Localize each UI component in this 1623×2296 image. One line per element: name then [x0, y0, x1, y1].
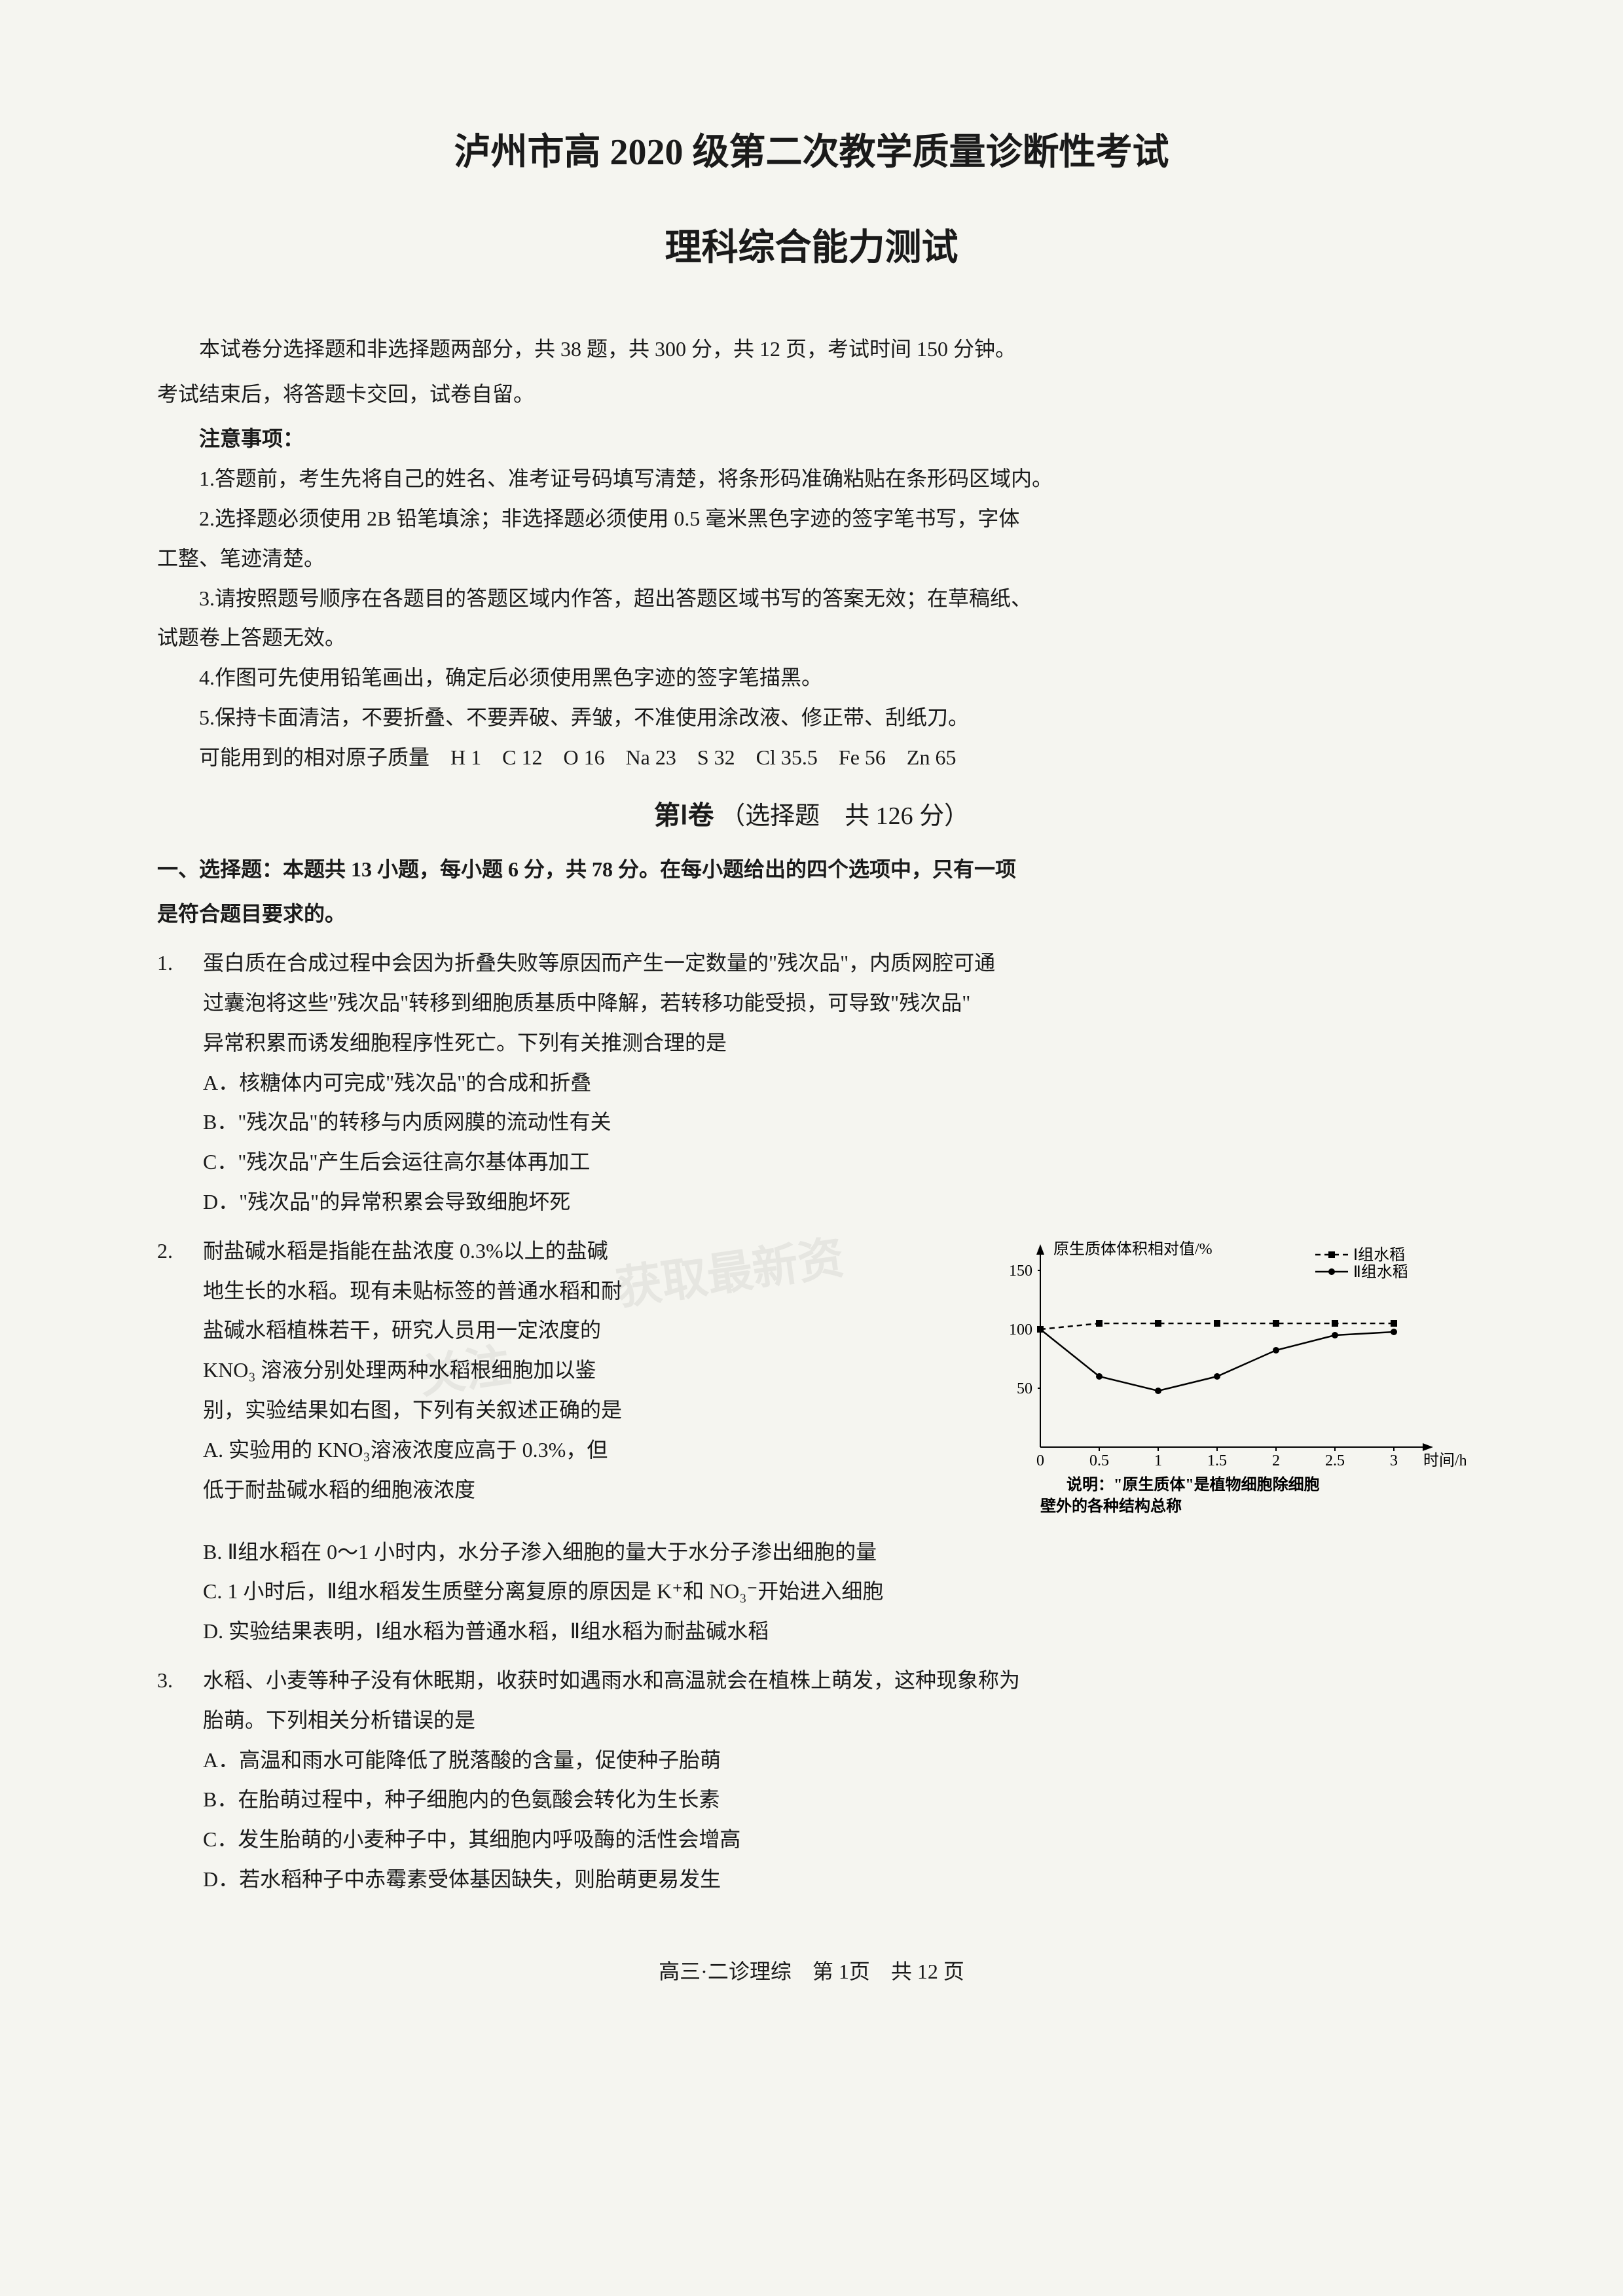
- atomic-mass: 可能用到的相对原子质量 H 1 C 12 O 16 Na 23 S 32 Cl …: [157, 738, 1466, 778]
- notice-item: 2.选择题必须使用 2B 铅笔填涂；非选择题必须使用 0.5 毫米黑色字迹的签字…: [157, 499, 1466, 539]
- x-axis-label: 时间/h: [1423, 1452, 1466, 1469]
- y-tick: 100: [1009, 1321, 1032, 1338]
- notice-item: 1.答题前，考生先将自己的姓名、准考证号码填写清楚，将条形码准确粘贴在条形码区域…: [157, 459, 1466, 499]
- legend-1: Ⅰ组水稻: [1353, 1246, 1405, 1264]
- option-d: D．若水稻种子中赤霉素受体基因缺失，则胎萌更易发生: [203, 1859, 1466, 1899]
- notice-item: 工整、笔迹清楚。: [157, 539, 1466, 579]
- series-2-line: [1040, 1329, 1394, 1391]
- y-tick: 150: [1009, 1263, 1032, 1280]
- option-a-cont: 低于耐盐碱水稻的细胞液浓度: [203, 1470, 981, 1510]
- question-stem: 耐盐碱水稻是指能在盐浓度 0.3%以上的盐碱: [203, 1231, 981, 1271]
- option-a: A. 实验用的 KNO₃溶液浓度应高于 0.3%，但: [203, 1430, 981, 1470]
- question-stem: 水稻、小麦等种子没有休眠期，收获时如遇雨水和高温就会在植株上萌发，这种现象称为: [203, 1660, 1466, 1700]
- y-tick: 50: [1017, 1380, 1032, 1397]
- option-a: A．核糖体内可完成"残次品"的合成和折叠: [203, 1063, 1466, 1103]
- question-stem: 蛋白质在合成过程中会因为折叠失败等原因而产生一定数量的"残次品"，内质网腔可通: [203, 943, 1466, 983]
- volume-rest: （选择题 共 126 分）: [720, 802, 969, 830]
- question-3: 3. 水稻、小麦等种子没有休眠期，收获时如遇雨水和高温就会在植株上萌发，这种现象…: [157, 1660, 1466, 1899]
- option-a: A．高温和雨水可能降低了脱落酸的含量，促使种子胎萌: [203, 1740, 1466, 1780]
- x-tick: 2.5: [1325, 1452, 1345, 1469]
- intro-line: 考试结束后，将答题卡交回，试卷自留。: [157, 374, 1466, 414]
- option-b: B．在胎萌过程中，种子细胞内的色氨酸会转化为生长素: [203, 1780, 1466, 1820]
- legend-2: Ⅱ组水稻: [1353, 1263, 1408, 1281]
- notice-item: 4.作图可先使用铅笔画出，确定后必须使用黑色字迹的签字笔描黑。: [157, 658, 1466, 698]
- x-tick: 0: [1036, 1452, 1044, 1469]
- notice-heading: 注意事项：: [157, 419, 1466, 459]
- option-d: D. 实验结果表明，Ⅰ组水稻为普通水稻，Ⅱ组水稻为耐盐碱水稻: [203, 1611, 1466, 1651]
- x-tick: 1: [1154, 1452, 1162, 1469]
- question-number: 1.: [157, 943, 203, 1222]
- option-c: C．"残次品"产生后会运往高尔基体再加工: [203, 1142, 1466, 1182]
- chart-svg: 50 100 150 0 0.5 1 1.5 2 2.5: [994, 1231, 1466, 1519]
- question-stem: 异常积累而诱发细胞程序性死亡。下列有关推测合理的是: [203, 1023, 1466, 1063]
- title-main: 泸州市高 2020 级第二次教学质量诊断性考试: [157, 118, 1466, 187]
- question-stem: 盐碱水稻植株若干，研究人员用一定浓度的: [203, 1310, 981, 1350]
- intro-line: 本试卷分选择题和非选择题两部分，共 38 题，共 300 分，共 12 页，考试…: [157, 329, 1466, 369]
- option-d: D．"残次品"的异常积累会导致细胞坏死: [203, 1182, 1466, 1222]
- question-1: 1. 蛋白质在合成过程中会因为折叠失败等原因而产生一定数量的"残次品"，内质网腔…: [157, 943, 1466, 1222]
- question-number: 2.: [157, 1231, 203, 1651]
- section-one-heading: 是符合题目要求的。: [157, 894, 1466, 934]
- option-b: B．"残次品"的转移与内质网膜的流动性有关: [203, 1102, 1466, 1142]
- chart-note: 说明："原生质体"是植物细胞除细胞: [1067, 1475, 1320, 1494]
- page-footer: 高三·二诊理综 第 1页 共 12 页: [157, 1952, 1466, 1992]
- option-c: C. 1 小时后，Ⅱ组水稻发生质壁分离复原的原因是 K⁺和 NO₃⁻开始进入细胞: [203, 1571, 1466, 1611]
- chart-note: 壁外的各种结构总称: [1040, 1497, 1182, 1515]
- notice-item: 3.请按照题号顺序在各题目的答题区域内作答，超出答题区域书写的答案无效；在草稿纸…: [157, 579, 1466, 619]
- question-stem: 别，实验结果如右图，下列有关叙述正确的是: [203, 1390, 981, 1430]
- question-stem: 地生长的水稻。现有未贴标签的普通水稻和耐: [203, 1271, 981, 1311]
- section-one-heading: 一、选择题：本题共 13 小题，每小题 6 分，共 78 分。在每小题给出的四个…: [157, 850, 1466, 889]
- x-tick: 3: [1390, 1452, 1398, 1469]
- option-b: B. Ⅱ组水稻在 0～1 小时内，水分子渗入细胞的量大于水分子渗出细胞的量: [203, 1532, 1466, 1572]
- question-stem: KNO₃ 溶液分别处理两种水稻根细胞加以鉴: [203, 1350, 981, 1390]
- title-sub: 理科综合能力测试: [157, 213, 1466, 283]
- x-tick: 2: [1272, 1452, 1280, 1469]
- x-tick: 1.5: [1207, 1452, 1227, 1469]
- y-axis-label: 原生质体体积相对值/%: [1053, 1240, 1213, 1258]
- question-number: 3.: [157, 1660, 203, 1899]
- x-tick: 0.5: [1089, 1452, 1109, 1469]
- question-stem: 胎萌。下列相关分析错误的是: [203, 1700, 1466, 1740]
- option-c: C．发生胎萌的小麦种子中，其细胞内呼吸酶的活性会增高: [203, 1820, 1466, 1859]
- question-stem: 过囊泡将这些"残次品"转移到细胞质基质中降解，若转移功能受损，可导致"残次品": [203, 983, 1466, 1023]
- notice-item: 5.保持卡面清洁，不要折叠、不要弄破、弄皱，不准使用涂改液、修正带、刮纸刀。: [157, 698, 1466, 738]
- question-2: 2. 耐盐碱水稻是指能在盐浓度 0.3%以上的盐碱 地生长的水稻。现有未贴标签的…: [157, 1231, 1466, 1651]
- volume-label: 第Ⅰ卷: [654, 800, 714, 830]
- volume-header: 第Ⅰ卷 （选择题 共 126 分）: [157, 791, 1466, 840]
- notice-item: 试题卷上答题无效。: [157, 618, 1466, 658]
